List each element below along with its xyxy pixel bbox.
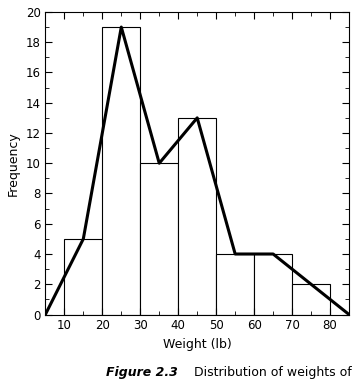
Bar bbox=[140, 163, 178, 315]
Text: Distribution of weights of 57 children.: Distribution of weights of 57 children. bbox=[178, 366, 356, 379]
Bar bbox=[216, 254, 254, 315]
Bar bbox=[64, 239, 102, 315]
Bar bbox=[292, 284, 330, 315]
X-axis label: Weight (lb): Weight (lb) bbox=[163, 338, 232, 351]
Y-axis label: Frequency: Frequency bbox=[7, 131, 20, 196]
Bar bbox=[102, 27, 140, 315]
Text: Figure 2.3: Figure 2.3 bbox=[106, 366, 178, 379]
Bar bbox=[178, 118, 216, 315]
Bar bbox=[254, 254, 292, 315]
